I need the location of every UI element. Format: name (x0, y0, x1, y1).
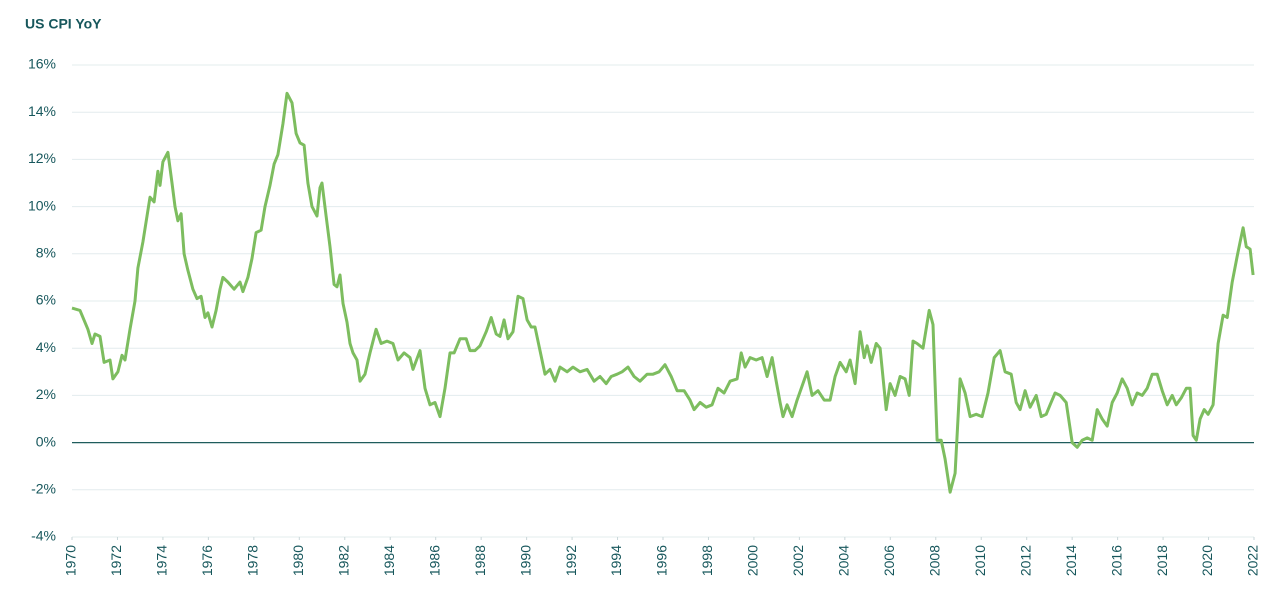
x-tick-label: 2010 (972, 545, 988, 576)
x-tick-label: 1998 (699, 545, 715, 576)
x-tick-label: 2000 (745, 545, 761, 576)
x-tick-label: 1976 (199, 545, 215, 576)
x-tick-label: 1980 (290, 545, 306, 576)
x-tick-label: 1990 (517, 545, 533, 576)
x-tick-label: 1994 (608, 545, 624, 576)
x-tick-label: 2006 (881, 545, 897, 576)
x-tick-label: 1988 (472, 545, 488, 576)
x-tick-label: 1972 (108, 545, 124, 576)
x-tick-label: 2008 (926, 545, 942, 576)
y-tick-label: 12% (28, 150, 56, 166)
chart-title: US CPI YoY (25, 16, 102, 32)
y-tick-label: 2% (36, 386, 56, 402)
x-tick-label: 2018 (1154, 545, 1170, 576)
series-line (71, 91, 1255, 494)
x-tick-label: 1970 (63, 545, 79, 576)
y-tick-label: 8% (36, 245, 56, 261)
x-tick-label: 1982 (335, 545, 351, 576)
x-tick-label: 2012 (1017, 545, 1033, 576)
y-tick-label: 4% (36, 339, 56, 355)
x-tick-label: 2002 (790, 545, 806, 576)
x-tick-label: 1974 (154, 545, 170, 576)
y-tick-label: 14% (28, 103, 56, 119)
x-tick-label: 2020 (1199, 545, 1215, 576)
x-tick-label: 1984 (381, 545, 397, 576)
y-tick-label: 16% (28, 56, 56, 72)
x-tick-label: 1986 (426, 545, 442, 576)
x-tick-label: 2014 (1063, 545, 1079, 576)
x-tick-label: 1996 (654, 545, 670, 576)
x-tick-label: 2016 (1108, 545, 1124, 576)
y-tick-label: -2% (31, 481, 56, 497)
x-tick-label: 2022 (1245, 545, 1261, 576)
x-tick-label: 1992 (563, 545, 579, 576)
y-tick-label: 0% (36, 433, 56, 449)
x-tick-label: 2004 (836, 545, 852, 576)
y-tick-label: -4% (31, 528, 56, 544)
y-tick-label: 10% (28, 197, 56, 213)
x-tick-label: 1978 (245, 545, 261, 576)
y-tick-label: 6% (36, 292, 56, 308)
